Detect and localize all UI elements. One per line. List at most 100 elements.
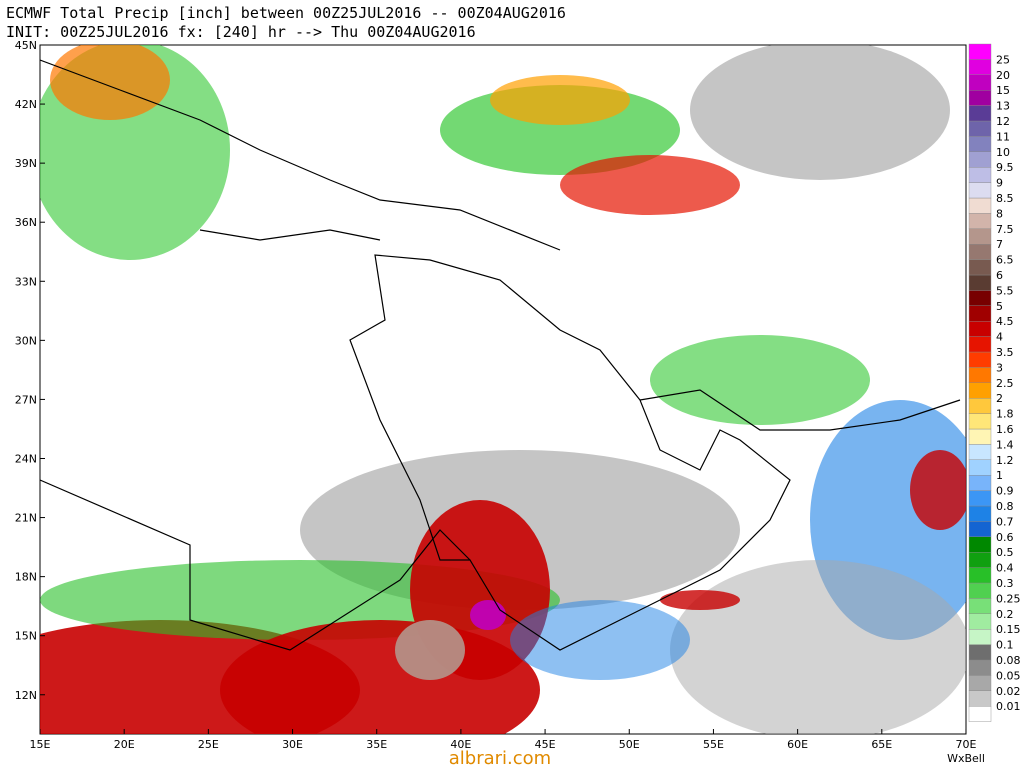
colorbar-label: 25 bbox=[996, 53, 1010, 66]
lat-label: 12N bbox=[15, 689, 37, 702]
lat-label: 15N bbox=[15, 630, 37, 643]
colorbar-label: 0.01 bbox=[996, 700, 1021, 713]
colorbar-swatch bbox=[968, 459, 992, 476]
colorbar-label: 1.6 bbox=[996, 423, 1014, 436]
colorbar-label: 3.5 bbox=[996, 346, 1014, 359]
colorbar-label: 1.8 bbox=[996, 408, 1014, 421]
lon-label: 60E bbox=[787, 738, 808, 751]
watermark: albrari.com bbox=[449, 748, 551, 768]
colorbar-swatch bbox=[968, 151, 992, 168]
colorbar-label: 13 bbox=[996, 100, 1010, 113]
colorbar-swatch bbox=[968, 552, 992, 568]
lon-label: 70E bbox=[956, 738, 977, 751]
colorbar-swatch bbox=[968, 59, 992, 76]
colorbar-swatch bbox=[968, 413, 992, 430]
colorbar-label: 7 bbox=[996, 238, 1003, 251]
colorbar-swatch bbox=[968, 675, 992, 692]
colorbar-swatch bbox=[968, 74, 992, 91]
colorbar-swatch bbox=[968, 398, 992, 414]
colorbar-label: 12 bbox=[996, 115, 1010, 128]
colorbar-swatch bbox=[968, 690, 992, 707]
colorbar-label: 0.25 bbox=[996, 592, 1021, 605]
colorbar-label: 1 bbox=[996, 469, 1003, 482]
lat-label: 30N bbox=[15, 334, 37, 347]
lat-label: 45N bbox=[15, 39, 37, 52]
colorbar-label: 2 bbox=[996, 392, 1003, 405]
lat-label: 39N bbox=[15, 157, 37, 170]
colorbar-swatch bbox=[968, 536, 992, 553]
colorbar-label: 11 bbox=[996, 130, 1010, 143]
colorbar-label: 0.8 bbox=[996, 500, 1014, 513]
colorbar-swatch bbox=[968, 613, 992, 630]
colorbar-swatch bbox=[968, 659, 992, 676]
colorbar-label: 1.4 bbox=[996, 438, 1014, 451]
colorbar-swatch bbox=[968, 382, 992, 399]
colorbar-label: 6.5 bbox=[996, 254, 1014, 267]
colorbar-label: 0.6 bbox=[996, 531, 1014, 544]
colorbar-swatch bbox=[968, 274, 992, 291]
lon-label: 25E bbox=[198, 738, 219, 751]
colorbar-swatch bbox=[968, 598, 992, 615]
lat-label: 24N bbox=[15, 452, 37, 465]
colorbar-swatch bbox=[968, 105, 992, 122]
colorbar-label: 8.5 bbox=[996, 192, 1014, 205]
lat-label: 33N bbox=[15, 275, 37, 288]
colorbar-label: 3 bbox=[996, 361, 1003, 374]
colorbar-label: 0.1 bbox=[996, 639, 1014, 652]
coastlines bbox=[40, 59, 961, 651]
lat-label: 42N bbox=[15, 98, 37, 111]
map: 45N 42N 39N 36N 33N 30N 27N 24N 21N 18N 15N 12N 15E… bbox=[15, 39, 977, 751]
colorbar-label: 10 bbox=[996, 146, 1010, 159]
colorbar-label: 6 bbox=[996, 269, 1003, 282]
colorbar-swatch bbox=[968, 321, 992, 337]
colorbar-swatch bbox=[968, 228, 992, 245]
colorbar-label: 0.3 bbox=[996, 577, 1014, 590]
lon-label: 40E bbox=[450, 738, 471, 751]
colorbar-swatch bbox=[968, 367, 992, 383]
title-line-2: INIT: 00Z25JUL2016 fx: [240] hr --> Thu … bbox=[6, 23, 476, 41]
colorbar-swatch bbox=[968, 706, 992, 722]
colorbar-swatch bbox=[968, 521, 992, 538]
colorbar-label: 9.5 bbox=[996, 161, 1014, 174]
colorbar-swatch bbox=[968, 505, 992, 522]
colorbar-label: 0.05 bbox=[996, 669, 1021, 682]
colorbar-swatch bbox=[968, 567, 992, 584]
lon-label: 45E bbox=[535, 738, 556, 751]
colorbar-label: 0.4 bbox=[996, 562, 1014, 575]
precip-field bbox=[40, 45, 966, 734]
colorbar-swatch bbox=[968, 582, 992, 599]
colorbar-swatch bbox=[968, 336, 992, 353]
colorbar-swatch bbox=[968, 213, 992, 229]
lon-label: 50E bbox=[619, 738, 640, 751]
colorbar-label: 5.5 bbox=[996, 284, 1014, 297]
colorbar-label: 0.5 bbox=[996, 546, 1014, 559]
colorbar-label: 20 bbox=[996, 69, 1010, 82]
colorbar-label: 7.5 bbox=[996, 223, 1014, 236]
colorbar-swatch bbox=[968, 259, 992, 276]
lon-label: 30E bbox=[282, 738, 303, 751]
lat-label: 21N bbox=[15, 512, 37, 525]
colorbar-swatch bbox=[968, 243, 992, 260]
colorbar-swatch bbox=[968, 444, 992, 460]
colorbar-swatch bbox=[968, 644, 992, 661]
credit: WxBell bbox=[947, 752, 985, 765]
colorbar: 0.01 0.02 0.05 0.08 0.1 0.15 0.2 0.25 0.3 0.4 0.5 0… bbox=[968, 43, 1021, 722]
colorbar-label: 0.2 bbox=[996, 608, 1014, 621]
colorbar-swatch bbox=[968, 89, 992, 106]
colorbar-swatch bbox=[968, 182, 992, 199]
lat-label: 36N bbox=[15, 216, 37, 229]
colorbar-label: 0.02 bbox=[996, 685, 1021, 698]
lat-label: 18N bbox=[15, 571, 37, 584]
title-line-1: ECMWF Total Precip [inch] between 00Z25J… bbox=[6, 4, 566, 22]
colorbar-label: 0.7 bbox=[996, 515, 1014, 528]
colorbar-label: 1.2 bbox=[996, 454, 1014, 467]
colorbar-swatch bbox=[968, 351, 992, 368]
lat-label: 27N bbox=[15, 393, 37, 406]
colorbar-swatch bbox=[968, 136, 992, 152]
lon-label: 35E bbox=[366, 738, 387, 751]
colorbar-label: 15 bbox=[996, 84, 1010, 97]
colorbar-swatch bbox=[968, 475, 992, 491]
colorbar-swatch bbox=[968, 490, 992, 507]
colorbar-label: 8 bbox=[996, 207, 1003, 220]
